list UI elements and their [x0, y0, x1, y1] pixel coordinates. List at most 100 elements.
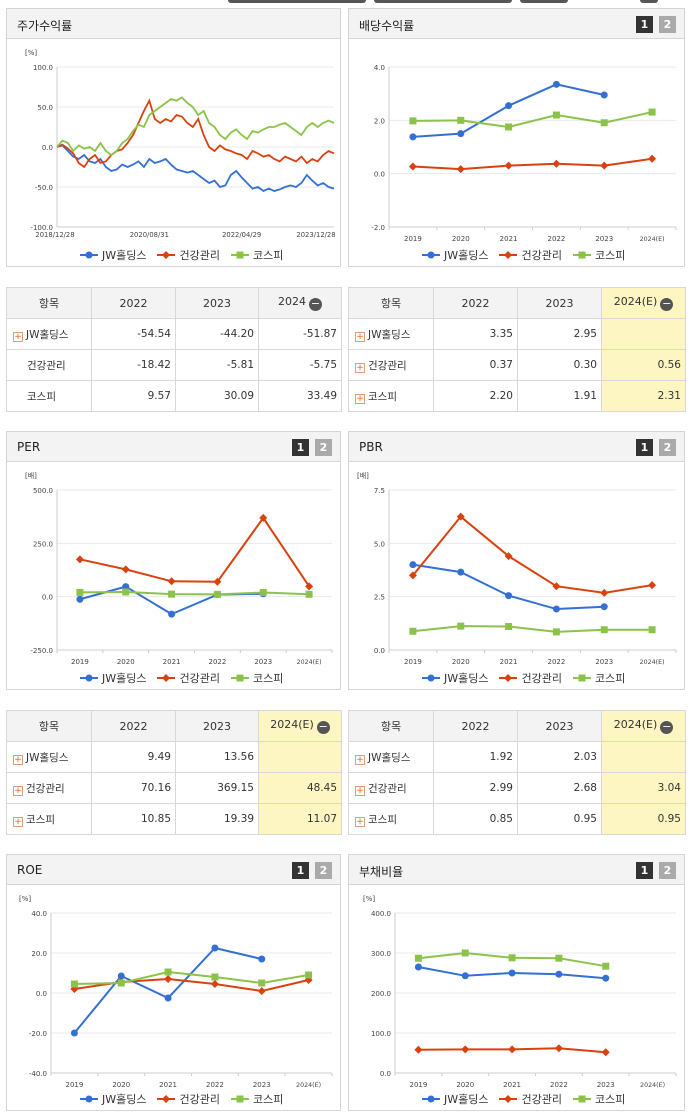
kospi-series-line [412, 111, 653, 129]
collapse-icon[interactable]: − [309, 297, 322, 311]
data-point [461, 1045, 470, 1054]
data-point [457, 568, 465, 576]
table-row: + 건강관리 0.37 0.30 0.56 [348, 349, 686, 381]
collapse-icon[interactable]: − [660, 720, 674, 734]
legend-item[interactable]: 건강관리 [156, 1091, 220, 1107]
expand-plus-icon[interactable]: + [355, 785, 365, 796]
col-header: 2023 [175, 287, 259, 319]
y-tick-label: -50.0 [35, 184, 53, 192]
data-point [408, 162, 417, 171]
table-row: + JW홀딩스 3.35 2.95 [348, 318, 686, 350]
y-tick-label: 0.0 [380, 1070, 391, 1078]
value-cell: 70.16 [91, 772, 176, 804]
legend-item[interactable]: JW홀딩스 [79, 670, 146, 686]
data-point [211, 944, 219, 952]
data-point [600, 626, 608, 634]
legend-item[interactable]: 건강관리 [156, 670, 220, 686]
data-point [457, 116, 465, 124]
collapse-icon[interactable]: − [660, 297, 674, 311]
row-name-cell: + 코스피 [348, 803, 434, 835]
legend-marker [422, 251, 440, 259]
y-tick-label: -40.0 [29, 1070, 47, 1078]
legend-label: 코스피 [594, 672, 626, 685]
view-2-button[interactable]: 2 [659, 862, 676, 879]
data-point [213, 577, 222, 586]
legend-item[interactable]: 코스피 [572, 1091, 625, 1107]
expand-plus-icon[interactable]: + [355, 754, 365, 765]
expand-plus-icon[interactable]: + [13, 754, 23, 765]
legend-marker [157, 1095, 176, 1103]
chart-legend: JW홀딩스 건강관리 코스피 [79, 247, 283, 263]
row-name: 건강관리 [368, 782, 407, 795]
data-point [259, 589, 267, 597]
x-tick-label: 2022 [548, 658, 566, 666]
legend-item[interactable]: 건강관리 [498, 1091, 562, 1107]
y-tick-label: 0.0 [374, 171, 385, 179]
legend-marker [499, 674, 518, 682]
y-tick-label: 20.0 [31, 950, 47, 958]
view-2-button[interactable]: 2 [315, 862, 332, 879]
col-header: 항목 [348, 287, 434, 319]
legend-item[interactable]: 코스피 [230, 1091, 283, 1107]
view-2-button[interactable]: 2 [315, 439, 332, 456]
legend-item[interactable]: 건강관리 [498, 670, 562, 686]
row-name-cell: + JW홀딩스 [6, 741, 92, 773]
table-header-row: 항목 2022 2023 2024(E) − [348, 710, 686, 742]
data-point [457, 130, 465, 138]
legend-marker [572, 251, 591, 259]
legend-item[interactable]: JW홀딩스 [421, 1091, 488, 1107]
expand-plus-icon[interactable]: + [355, 816, 365, 827]
value-cell: -44.20 [175, 318, 259, 350]
view-1-button[interactable]: 1 [636, 439, 653, 456]
legend-item[interactable]: JW홀딩스 [421, 247, 488, 263]
chart-legend: JW홀딩스 건강관리 코스피 [79, 670, 283, 686]
x-tick-label: 2022 [548, 235, 566, 243]
view-1-button[interactable]: 1 [636, 862, 653, 879]
expand-plus-icon[interactable]: + [355, 362, 365, 373]
table-row: + JW홀딩스 9.49 13.56 [6, 741, 342, 773]
data-point [505, 102, 513, 110]
expand-plus-icon[interactable]: + [355, 331, 365, 342]
legend-diamond [162, 1095, 171, 1103]
view-1-button[interactable]: 1 [292, 439, 309, 456]
chart-legend: JW홀딩스 건강관리 코스피 [421, 670, 625, 686]
expand-plus-icon[interactable]: + [13, 816, 23, 827]
row-name: 코스피 [27, 390, 56, 403]
view-1-button[interactable]: 1 [292, 862, 309, 879]
row-name-cell: 코스피 [6, 380, 92, 412]
view-1-button[interactable]: 1 [636, 16, 653, 33]
legend-item[interactable]: JW홀딩스 [79, 247, 146, 263]
value-cell: 369.15 [175, 772, 259, 804]
legend-diamond [504, 1095, 513, 1103]
legend-item[interactable]: 건강관리 [498, 247, 562, 263]
debt-ratio-chart: [%] 400.0 300.0 200.0 100.0 0.0 2019 2020 2021 20… [349, 885, 684, 1111]
data-point [601, 1048, 610, 1057]
data-point [409, 627, 417, 635]
legend-label: JW홀딩스 [102, 672, 147, 685]
legend-item[interactable]: JW홀딩스 [79, 1091, 146, 1107]
value-cell: 2.95 [517, 318, 602, 350]
collapse-icon[interactable]: − [316, 720, 330, 734]
legend-item[interactable]: 코스피 [572, 670, 625, 686]
value-cell: 11.07 [258, 803, 342, 835]
row-name: 코스피 [368, 813, 397, 826]
view-2-button[interactable]: 2 [659, 439, 676, 456]
y-tick-label: 400.0 [371, 910, 391, 918]
expand-plus-icon[interactable]: + [355, 393, 365, 404]
legend-marker [157, 251, 176, 259]
legend-item[interactable]: 건강관리 [156, 247, 220, 263]
expand-plus-icon[interactable]: + [13, 331, 23, 342]
x-tick-label: 2024(E) [640, 236, 665, 243]
legend-item[interactable]: 코스피 [572, 247, 625, 263]
legend-item[interactable]: JW홀딩스 [421, 670, 488, 686]
view-2-button[interactable]: 2 [659, 16, 676, 33]
legend-item[interactable]: 코스피 [230, 247, 283, 263]
row-name: 건강관리 [26, 782, 65, 795]
expand-plus-icon[interactable]: + [13, 785, 23, 796]
data-point [508, 969, 516, 977]
col-header-label: 2024(E) [613, 718, 658, 731]
y-tick-label: 300.0 [371, 950, 391, 958]
row-name: 건강관리 [368, 359, 407, 372]
legend-item[interactable]: 코스피 [230, 670, 283, 686]
y-tick-label: 0.0 [36, 990, 47, 998]
